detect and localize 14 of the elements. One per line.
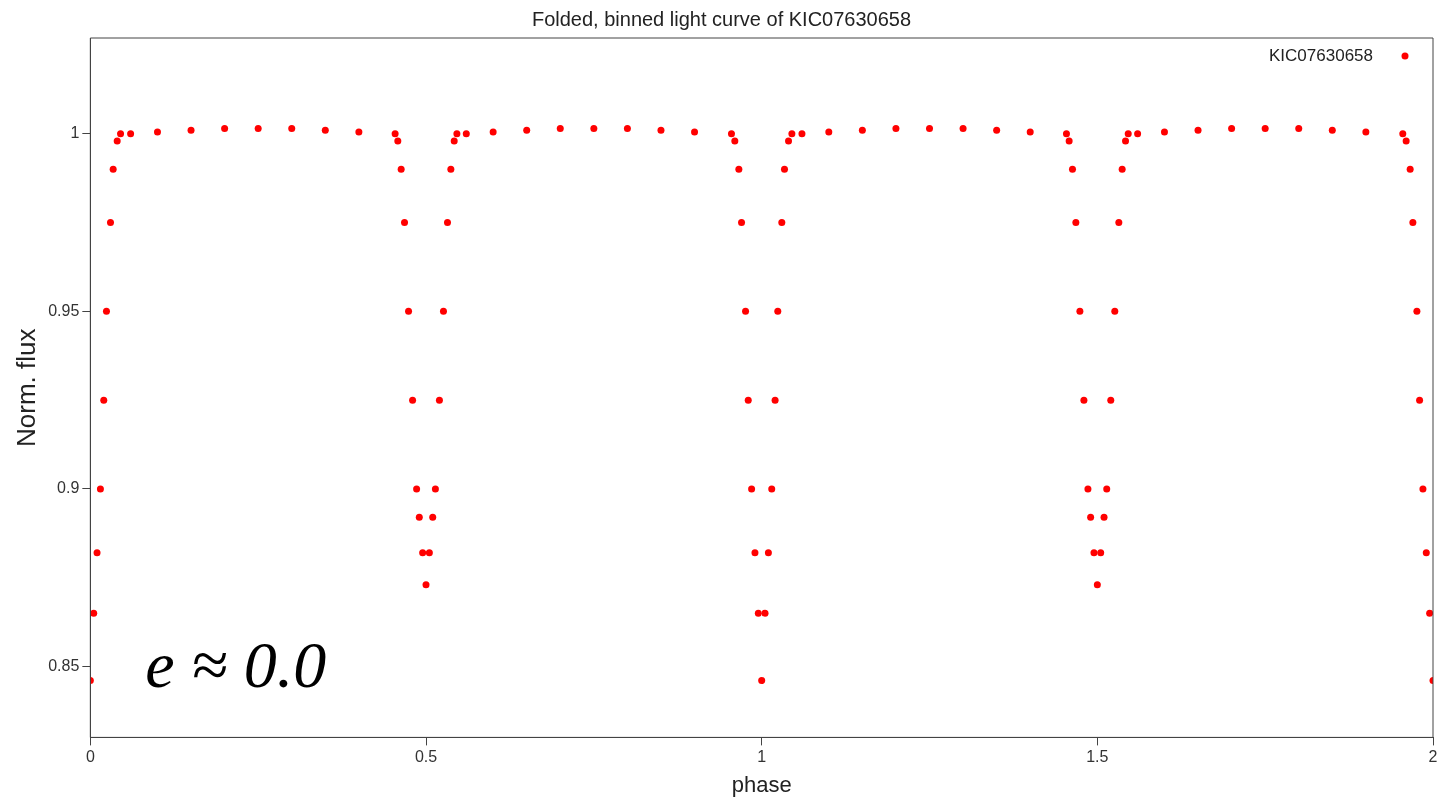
legend-label: KIC07630658 [1269, 45, 1373, 65]
x-tick-label: 0.5 [414, 748, 438, 766]
y-axis-title: Norm. flux [10, 328, 41, 447]
chart-title: Folded, binned light curve of KIC07630658 [531, 7, 912, 30]
y-tick-label: 1 [70, 124, 80, 142]
x-tick-label: 1 [757, 748, 767, 766]
x-tick-label: 0 [85, 748, 95, 766]
x-tick-label: 2 [1428, 748, 1438, 766]
annotation: e ≈ 0.0 [145, 628, 327, 702]
x-tick-label: 1.5 [1086, 748, 1109, 766]
y-tick-label: 0.85 [48, 656, 80, 674]
x-axis-title: phase [731, 771, 792, 797]
y-tick-label: 0.9 [57, 479, 80, 497]
y-tick-label: 0.95 [48, 301, 80, 319]
